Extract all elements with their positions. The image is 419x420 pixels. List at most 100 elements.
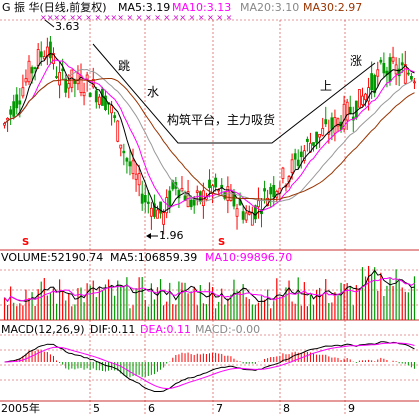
- candle-body: [342, 103, 346, 130]
- candle-body: [61, 68, 65, 72]
- candle-body: [21, 87, 25, 97]
- candle-body: [88, 92, 92, 97]
- candle-body: [370, 73, 374, 91]
- candle-body: [388, 57, 392, 82]
- candle-body: [391, 56, 395, 62]
- candle-body: [299, 151, 303, 158]
- ma10-line: [4, 59, 415, 212]
- candle-body: [244, 212, 248, 221]
- volume-header-ma10: MA10:99896.70: [205, 251, 293, 264]
- candle-body: [324, 119, 328, 125]
- annotation-shui: 水: [147, 85, 160, 99]
- candle-body: [397, 68, 401, 77]
- header-ma10: MA10:3.13: [172, 1, 232, 14]
- candle-body: [137, 173, 141, 186]
- x-tick-label: 5: [93, 402, 100, 415]
- candle-body: [361, 95, 364, 106]
- candle-body: [177, 189, 181, 199]
- candle-body: [223, 192, 227, 199]
- candle-body: [269, 186, 273, 195]
- candle-body: [382, 62, 386, 74]
- sell-marker-2: S: [218, 237, 226, 248]
- annotation-tiao: 跳: [118, 59, 131, 73]
- macd-histogram: [7, 349, 415, 378]
- macd-header-params: MACD(12,26,9): [1, 323, 85, 336]
- candle-body: [97, 96, 101, 105]
- candle-body: [214, 177, 218, 188]
- candle-body: [24, 78, 28, 83]
- candle-body: [290, 159, 294, 173]
- candle-body: [358, 89, 361, 108]
- x-tick-label: 7: [216, 402, 223, 415]
- header-signal-marks: ×××× ×× × × ××× × × × × × ×× × × × × ×: [40, 13, 233, 22]
- candle-body: [250, 212, 254, 226]
- candle-body: [30, 67, 34, 74]
- macd-header-macd: MACD:-0.00: [195, 323, 261, 336]
- volume-bars: [3, 265, 416, 320]
- volume-ma10-line: [4, 277, 415, 303]
- candle-body: [39, 51, 43, 58]
- candle-body: [376, 69, 380, 77]
- header-ma5: MA5:3.19: [118, 1, 171, 14]
- macd-header-dif: DIF:0.11: [90, 323, 136, 336]
- candle-body: [379, 59, 383, 63]
- candle-body: [217, 189, 221, 192]
- candle-body: [3, 122, 6, 126]
- ma20-line: [4, 68, 415, 203]
- candle-body: [195, 190, 199, 193]
- candle-body: [76, 72, 80, 85]
- candle-body: [119, 144, 123, 149]
- candle-body: [330, 117, 334, 130]
- candle-body: [208, 179, 211, 189]
- candle-body: [159, 201, 162, 214]
- x-tick-label: 2005年: [1, 402, 40, 415]
- candle-body: [364, 93, 367, 101]
- candle-body: [354, 100, 358, 118]
- candle-body: [403, 64, 407, 84]
- candle-body: [140, 193, 144, 204]
- candle-body: [64, 78, 68, 93]
- annotation-shang: 上: [320, 79, 333, 93]
- volume-ma-lines: [4, 269, 415, 303]
- sell-marker-1: S: [22, 237, 30, 248]
- candle-body: [156, 209, 159, 219]
- candle-body: [143, 195, 147, 203]
- volume-header-ma5: MA5:106859.39: [110, 251, 198, 264]
- candle-body: [296, 159, 300, 166]
- low-arrowhead: [146, 233, 151, 239]
- candle-body: [253, 205, 257, 220]
- x-tick-label: 9: [348, 402, 355, 415]
- candle-body: [6, 117, 9, 121]
- candle-body: [413, 81, 416, 84]
- candle-body: [146, 201, 150, 204]
- candle-body: [247, 211, 251, 215]
- volume-header-value: VOLUME:52190.74: [1, 251, 104, 264]
- trend-annotation-line: [92, 43, 376, 144]
- candle-body: [406, 72, 410, 75]
- candle-body: [315, 131, 318, 143]
- candle-body: [128, 161, 132, 167]
- candle-body: [116, 120, 120, 142]
- annotation-low: 1.96: [159, 229, 184, 242]
- candle-body: [122, 150, 126, 154]
- candle-body: [394, 64, 398, 75]
- macd-header-dea: DEA:0.11: [140, 323, 191, 336]
- candle-body: [149, 207, 153, 217]
- candle-body: [345, 101, 349, 121]
- candle-body: [400, 62, 404, 66]
- candle-body: [58, 72, 61, 86]
- candle-body: [318, 133, 322, 138]
- candle-body: [9, 109, 13, 115]
- candle-body: [241, 211, 245, 220]
- candle-body: [272, 185, 276, 198]
- candle-body: [281, 167, 285, 179]
- x-tick-label: 6: [148, 402, 155, 415]
- candle-body: [189, 199, 193, 208]
- candle-body: [18, 100, 22, 105]
- candle-body: [257, 200, 260, 208]
- candle-body: [36, 49, 40, 67]
- candle-body: [104, 95, 107, 110]
- candle-body: [33, 67, 37, 70]
